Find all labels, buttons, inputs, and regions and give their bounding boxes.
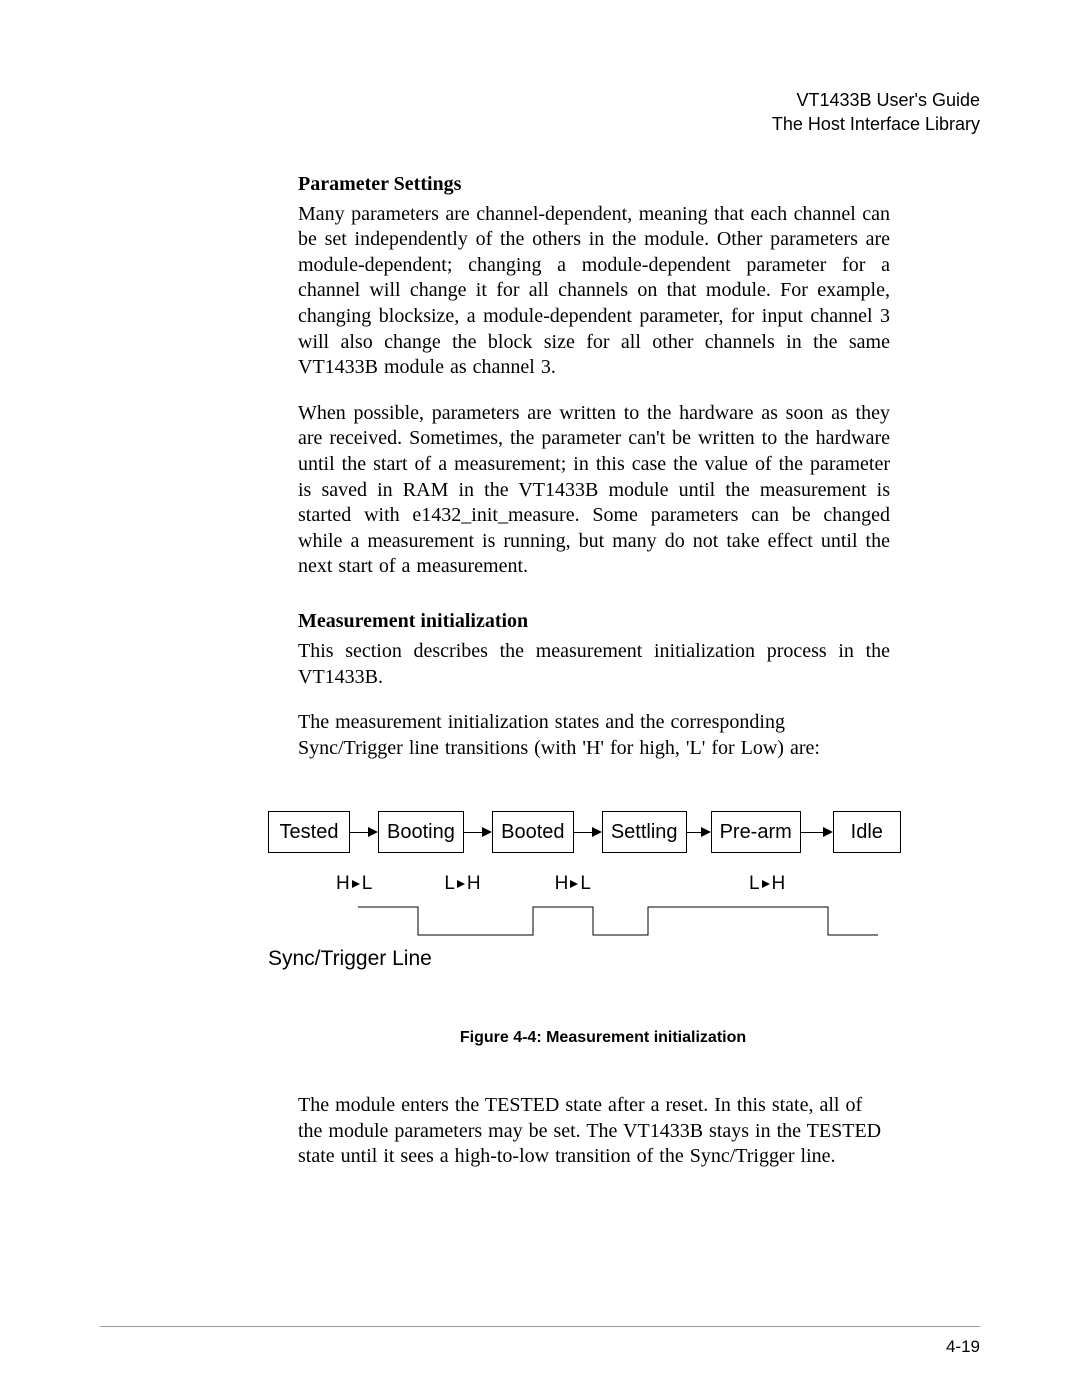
para-s1p2: When possible, parameters are written to… xyxy=(298,401,890,580)
small-arrow-icon xyxy=(570,880,578,888)
trans-to: H xyxy=(772,873,786,895)
timing-waveform-icon xyxy=(318,901,878,941)
trans-to: L xyxy=(580,873,591,895)
transition-row: H L L H H L L H xyxy=(336,873,908,895)
trans-from: H xyxy=(336,873,350,895)
state-flow-row: Tested Booting Booted Settling Pre-arm I… xyxy=(268,811,908,853)
state-label: Tested xyxy=(280,821,339,844)
small-arrow-icon xyxy=(762,880,770,888)
heading-measurement-init: Measurement initialization xyxy=(298,610,890,633)
state-settling: Settling xyxy=(602,811,687,853)
state-label: Booting xyxy=(387,821,455,844)
page-header: VT1433B User's Guide The Host Interface … xyxy=(100,88,980,137)
trans-to: L xyxy=(362,873,373,895)
para-s2p2: The measurement initialization states an… xyxy=(298,710,890,761)
sync-trigger-timing xyxy=(318,901,908,941)
trans-from: H xyxy=(555,873,569,895)
state-tested: Tested xyxy=(268,811,350,853)
state-booting: Booting xyxy=(378,811,464,853)
transition-lh-2: L H xyxy=(749,873,785,895)
sync-trigger-label: Sync/Trigger Line xyxy=(268,947,908,971)
figure-caption: Figure 4-4: Measurement initialization xyxy=(298,1029,908,1047)
arrow-icon xyxy=(464,827,492,837)
para-s2p1: This section describes the measurement i… xyxy=(298,639,890,690)
footer-rule xyxy=(100,1326,980,1327)
arrow-icon xyxy=(574,827,602,837)
state-label: Settling xyxy=(611,821,678,844)
state-label: Idle xyxy=(851,821,883,844)
state-idle: Idle xyxy=(833,811,901,853)
state-label: Pre-arm xyxy=(720,821,792,844)
trans-from: L xyxy=(444,873,455,895)
figure-diagram: Tested Booting Booted Settling Pre-arm I… xyxy=(268,811,908,1047)
para-s1p1: Many parameters are channel-dependent, m… xyxy=(298,202,890,381)
state-booted: Booted xyxy=(492,811,574,853)
heading-parameter-settings: Parameter Settings xyxy=(298,173,890,196)
arrow-icon xyxy=(801,827,833,837)
page: VT1433B User's Guide The Host Interface … xyxy=(0,0,1080,1397)
trans-to: H xyxy=(467,873,481,895)
small-arrow-icon xyxy=(457,880,465,888)
small-arrow-icon xyxy=(352,880,360,888)
state-prearm: Pre-arm xyxy=(711,811,801,853)
transition-lh-1: L H xyxy=(444,873,480,895)
arrow-icon xyxy=(350,827,378,837)
transition-hl-1: H L xyxy=(336,873,372,895)
content-column: Parameter Settings Many parameters are c… xyxy=(298,173,890,1170)
para-s3p1: The module enters the TESTED state after… xyxy=(298,1093,890,1170)
page-number: 4-19 xyxy=(946,1337,980,1357)
arrow-icon xyxy=(687,827,711,837)
transition-hl-2: H L xyxy=(555,873,591,895)
trans-from: L xyxy=(749,873,760,895)
header-line-2: The Host Interface Library xyxy=(100,112,980,136)
header-line-1: VT1433B User's Guide xyxy=(100,88,980,112)
state-label: Booted xyxy=(501,821,564,844)
